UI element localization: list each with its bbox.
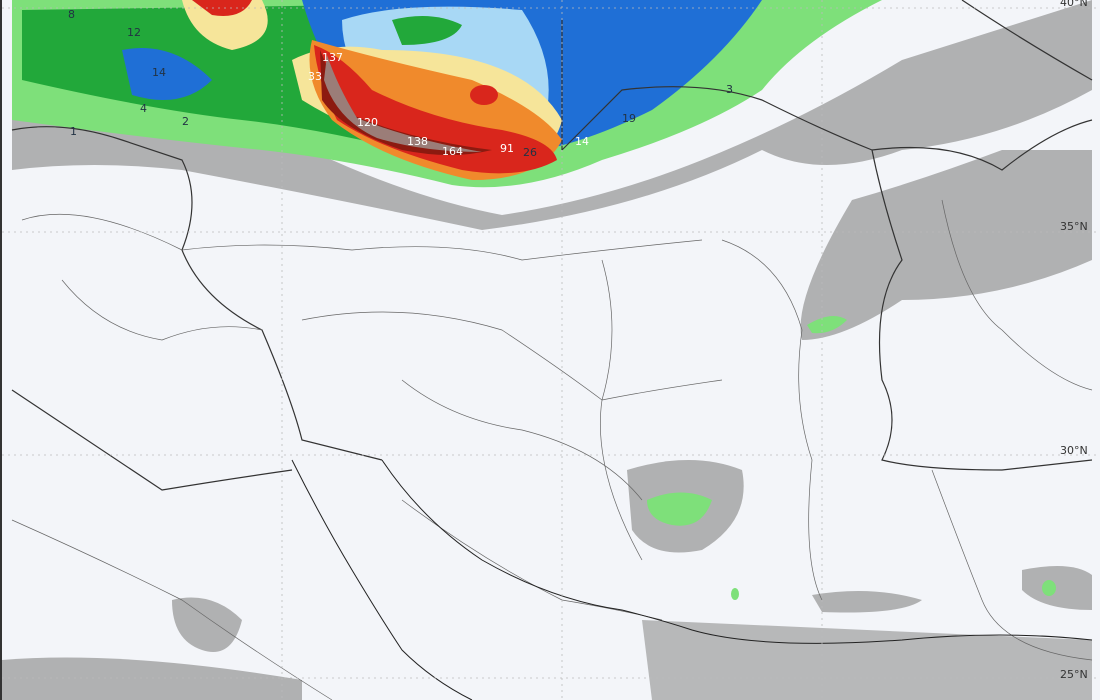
precip-value-label: 14 (575, 135, 589, 148)
precip-value-label: 26 (523, 146, 537, 159)
latitude-label: 25°N (1060, 668, 1088, 681)
precip-value-label: 19 (622, 112, 636, 125)
precip-value-label: 2 (182, 115, 189, 128)
precip-value-label: 14 (152, 66, 166, 79)
precip-value-label: 164 (442, 145, 463, 158)
precip-value-label: 3 (726, 83, 733, 96)
precip-value-label: 120 (357, 116, 378, 129)
precip-value-label: 1 (70, 125, 77, 138)
latitude-label: 35°N (1060, 220, 1088, 233)
country-borders (11, 0, 1093, 491)
precip-value-label: 138 (407, 135, 428, 148)
latitude-label: 40°N (1060, 0, 1088, 9)
precip-value-label: 91 (500, 142, 514, 155)
precip-value-label: 33 (308, 70, 322, 83)
precip-value-label: 4 (140, 102, 147, 115)
heavy-precip-areas (122, 0, 762, 180)
precip-value-label: 8 (68, 8, 75, 21)
precip-value-label: 137 (322, 51, 343, 64)
province-borders (11, 199, 1093, 700)
coastline (291, 459, 1093, 700)
precip-value-label: 12 (127, 26, 141, 39)
latitude-label: 30°N (1060, 444, 1088, 457)
